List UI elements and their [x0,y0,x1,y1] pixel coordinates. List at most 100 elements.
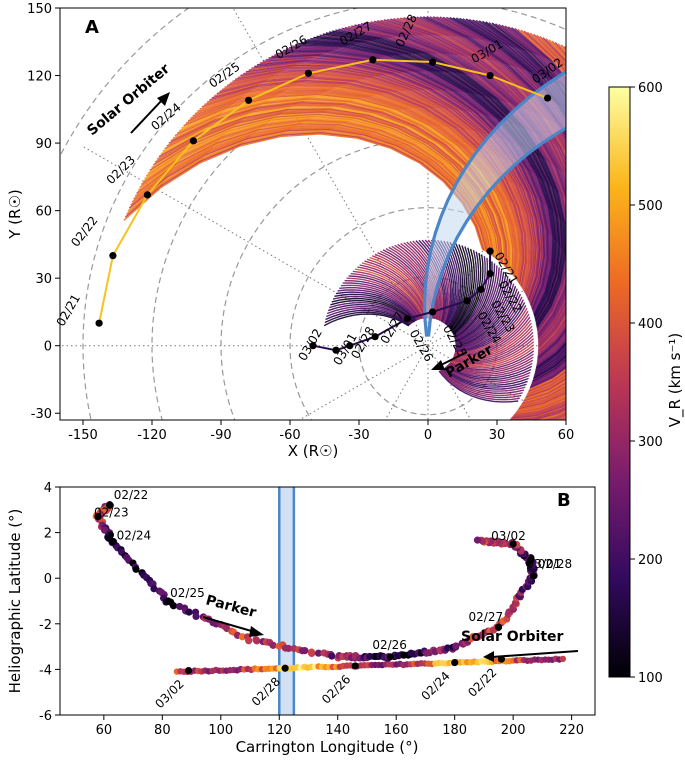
field-line-outer [370,21,566,341]
field-line-outer [338,28,566,330]
field-line-outer [465,18,566,373]
field-line-inner [439,370,520,401]
field-line-inner [354,268,425,319]
y-tick-label-b: -4 [39,663,52,678]
field-line-outer [357,23,566,337]
field-line-inner [455,288,518,348]
field-line-inner [451,338,535,365]
field-line-outer [383,19,566,346]
day-marker-b [509,540,517,548]
day-marker [463,297,471,305]
field-line-inner [453,319,532,357]
field-line-inner [444,366,530,384]
date-label: 02/27 [469,610,504,624]
colorbar-tick-label: 600 [638,81,663,96]
track-point-parker [185,608,193,616]
date-label: 02/24 [148,100,183,133]
field-line-outer [390,18,566,348]
field-line-outer [409,16,566,355]
field-line-inner [331,297,415,323]
field-line-outer [455,17,566,370]
date-label: 02/24 [418,669,452,703]
field-line-outer [149,113,499,261]
x-tick-label-b: 200 [501,723,526,738]
field-line-inner [451,251,480,334]
field-line-outer [156,109,503,264]
field-line-outer [439,16,566,365]
field-line-inner [450,344,535,368]
field-line-outer [221,74,528,289]
track-point-parker [328,652,336,660]
field-line-outer [226,72,530,290]
track-point-parker [314,649,323,657]
field-line-outer [515,397,566,414]
day-marker-b [386,653,394,661]
colorbar: 100 200 300 400 500 600 V_R (km s⁻¹) [608,81,685,686]
field-line-outer [517,407,566,420]
field-lines [123,16,566,420]
colorbar-gradient [609,87,630,677]
trajectory-line [312,251,492,352]
field-line-outer [436,16,566,363]
field-line-inner [455,283,515,346]
day-marker [486,270,494,278]
field-line-inner [440,369,522,399]
trajectory-line [98,58,548,324]
field-line-outer [442,16,566,366]
field-line-inner [455,291,520,349]
y-tick-label-b: -6 [39,709,52,724]
field-line-outer [462,18,566,372]
field-line-inner [455,273,507,343]
date-label: 02/21 [54,292,83,329]
field-line-outer [325,32,564,326]
day-marker [304,69,312,77]
field-line-outer [140,119,495,258]
field-line-inner [449,353,534,372]
grid-circle [289,207,566,420]
field-line-outer [399,17,566,351]
day-marker-b [494,623,503,631]
band-edge [426,126,566,337]
band-edge [422,70,566,337]
track-point-parker [301,647,309,655]
field-line-outer [354,24,566,336]
field-line-inner [454,313,530,356]
field-line-outer [145,115,498,260]
day-marker [371,333,379,341]
field-line-outer [190,90,517,277]
date-label: 02/24 [117,529,152,543]
y-tick-label-a: 150 [27,2,52,17]
field-line-inner [454,269,503,341]
field-line-outer [166,103,507,268]
day-marker [544,94,552,102]
x-tick-label-b: 220 [559,723,584,738]
field-line-outer [396,17,566,350]
day-marker [486,247,494,255]
field-line-outer [509,405,566,420]
day-marker-b [185,666,193,675]
field-line-outer [216,77,527,287]
field-line-outer [319,34,562,324]
field-line-inner [335,291,417,322]
field-line-inner [455,293,522,350]
field-line-inner [454,263,496,339]
field-line-inner [454,310,529,355]
x-tick-label-a: -60 [279,428,300,443]
field-line-outer [158,108,503,265]
field-line-outer [174,98,510,271]
field-line-inner [455,285,517,347]
day-marker [486,71,494,80]
y-tick-label-b: 0 [44,572,52,587]
field-line-outer [178,96,512,272]
field-line-outer [328,31,565,327]
day-marker [109,252,117,260]
field-line-outer [351,25,566,335]
field-line-inner [344,280,421,320]
field-line-outer [164,104,506,267]
field-line-inner [454,307,528,354]
field-line-outer [154,110,502,263]
field-line-inner [326,306,412,325]
field-line-inner [334,293,416,322]
colorbar-tick-label: 200 [638,553,663,568]
grid-circle [82,8,566,420]
